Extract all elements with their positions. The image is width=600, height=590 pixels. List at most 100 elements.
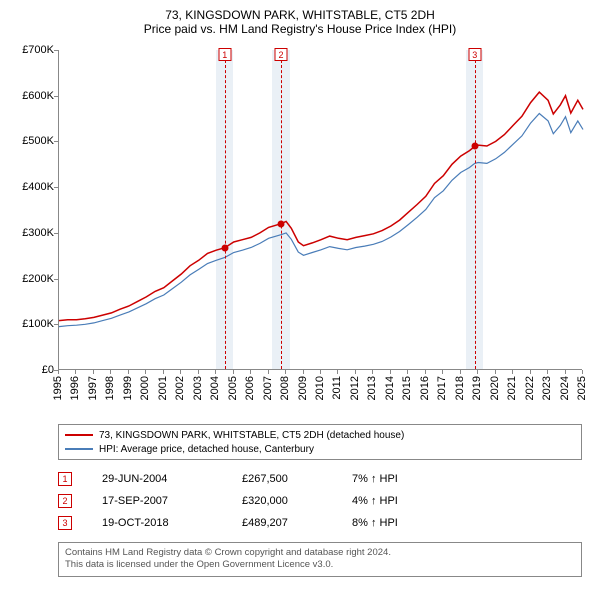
footer: Contains HM Land Registry data © Crown c… xyxy=(58,542,582,577)
legend-row-hpi: HPI: Average price, detached house, Cant… xyxy=(65,442,575,456)
ytick-label: £100K xyxy=(6,318,54,330)
title-line-2: Price paid vs. HM Land Registry's House … xyxy=(8,22,592,36)
xtick xyxy=(460,370,461,374)
xtick-label: 2001 xyxy=(157,376,169,400)
xtick xyxy=(215,370,216,374)
footer-line-1: Contains HM Land Registry data © Crown c… xyxy=(65,547,575,559)
xtick xyxy=(285,370,286,374)
xtick-label: 2020 xyxy=(489,376,501,400)
ytick xyxy=(54,187,58,188)
sales-row-date: 29-JUN-2004 xyxy=(102,473,242,485)
legend-label-hpi: HPI: Average price, detached house, Cant… xyxy=(99,444,314,455)
sales-row-diff: 4% ↑ HPI xyxy=(352,495,442,507)
xtick xyxy=(512,370,513,374)
xtick xyxy=(93,370,94,374)
xtick xyxy=(75,370,76,374)
legend-swatch-property xyxy=(65,434,93,436)
ytick-label: £400K xyxy=(6,181,54,193)
xtick-label: 2022 xyxy=(524,376,536,400)
xtick-label: 2008 xyxy=(279,376,291,400)
xtick xyxy=(303,370,304,374)
footer-line-2: This data is licensed under the Open Gov… xyxy=(65,559,575,571)
xtick xyxy=(425,370,426,374)
xtick xyxy=(495,370,496,374)
ytick xyxy=(54,96,58,97)
xtick-label: 2016 xyxy=(419,376,431,400)
xtick-label: 2013 xyxy=(366,376,378,400)
xtick xyxy=(337,370,338,374)
sales-row: 129-JUN-2004£267,5007% ↑ HPI xyxy=(58,468,582,490)
sale-badge: 3 xyxy=(468,48,481,61)
sales-row-badge: 3 xyxy=(58,516,72,530)
xtick-label: 2000 xyxy=(139,376,151,400)
ytick-label: £600K xyxy=(6,90,54,102)
sales-row: 319-OCT-2018£489,2078% ↑ HPI xyxy=(58,512,582,534)
xtick-label: 2024 xyxy=(559,376,571,400)
sale-marker xyxy=(471,143,478,150)
xtick xyxy=(477,370,478,374)
xtick-label: 2010 xyxy=(314,376,326,400)
xtick-label: 2009 xyxy=(297,376,309,400)
xtick-label: 2019 xyxy=(471,376,483,400)
sale-badge: 2 xyxy=(275,48,288,61)
xtick xyxy=(233,370,234,374)
xtick-label: 2006 xyxy=(244,376,256,400)
xtick-label: 2025 xyxy=(576,376,588,400)
xtick xyxy=(442,370,443,374)
ytick xyxy=(54,279,58,280)
plot-area: 1 2 3 xyxy=(58,50,582,370)
sales-row-badge: 2 xyxy=(58,494,72,508)
ytick-label: £200K xyxy=(6,273,54,285)
xtick-label: 2007 xyxy=(262,376,274,400)
xtick xyxy=(320,370,321,374)
chart: 123 £0£100K£200K£300K£400K£500K£600K£700… xyxy=(8,42,592,422)
ytick xyxy=(54,233,58,234)
xtick xyxy=(198,370,199,374)
xtick-label: 2021 xyxy=(506,376,518,400)
sale-badge: 1 xyxy=(218,48,231,61)
xtick xyxy=(530,370,531,374)
xtick xyxy=(180,370,181,374)
xtick-label: 2015 xyxy=(401,376,413,400)
xtick-label: 2005 xyxy=(227,376,239,400)
xtick-label: 2018 xyxy=(454,376,466,400)
sale-line xyxy=(475,50,476,369)
xtick-label: 1995 xyxy=(52,376,64,400)
series-hpi xyxy=(59,114,583,327)
xtick xyxy=(145,370,146,374)
xtick-label: 2014 xyxy=(384,376,396,400)
xtick xyxy=(547,370,548,374)
xtick-label: 2003 xyxy=(192,376,204,400)
series-property xyxy=(59,92,583,321)
sale-line xyxy=(225,50,226,369)
xtick xyxy=(407,370,408,374)
xtick-label: 1996 xyxy=(69,376,81,400)
xtick-label: 2004 xyxy=(209,376,221,400)
legend-row-property: 73, KINGSDOWN PARK, WHITSTABLE, CT5 2DH … xyxy=(65,428,575,442)
xtick-label: 1998 xyxy=(104,376,116,400)
sales-table: 129-JUN-2004£267,5007% ↑ HPI217-SEP-2007… xyxy=(58,468,582,534)
xtick xyxy=(565,370,566,374)
ytick xyxy=(54,50,58,51)
sales-row-price: £320,000 xyxy=(242,495,352,507)
xtick xyxy=(58,370,59,374)
xtick xyxy=(372,370,373,374)
sales-row-badge: 1 xyxy=(58,472,72,486)
ytick-label: £300K xyxy=(6,227,54,239)
xtick xyxy=(582,370,583,374)
legend: 73, KINGSDOWN PARK, WHITSTABLE, CT5 2DH … xyxy=(58,424,582,460)
sales-row-diff: 7% ↑ HPI xyxy=(352,473,442,485)
ytick xyxy=(54,141,58,142)
sales-row-diff: 8% ↑ HPI xyxy=(352,517,442,529)
sales-row-date: 17-SEP-2007 xyxy=(102,495,242,507)
xtick xyxy=(128,370,129,374)
xtick xyxy=(355,370,356,374)
ytick-label: £0 xyxy=(6,364,54,376)
xtick xyxy=(268,370,269,374)
ytick xyxy=(54,324,58,325)
xtick xyxy=(163,370,164,374)
xtick-label: 2023 xyxy=(541,376,553,400)
xtick-label: 1999 xyxy=(122,376,134,400)
xtick xyxy=(390,370,391,374)
ytick-label: £500K xyxy=(6,135,54,147)
